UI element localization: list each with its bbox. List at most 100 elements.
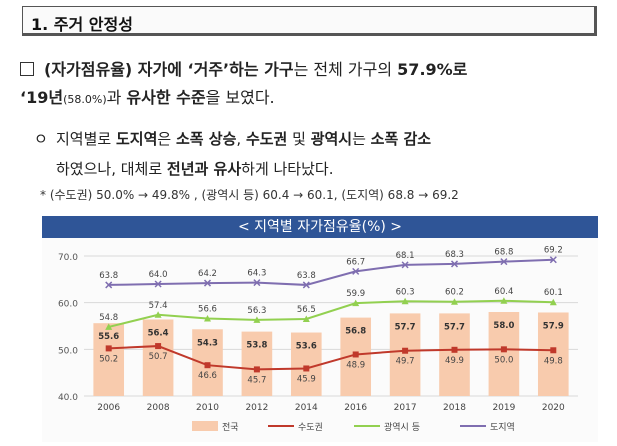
line-data-label: 50.7 [149, 352, 168, 362]
x-tick-label: 2018 [443, 403, 466, 413]
p1-rate: 57.9%로 [397, 60, 468, 79]
p1-similar: 유사한 수준 [126, 88, 206, 107]
series-point [500, 297, 508, 304]
legend-label: 도지역 [490, 422, 515, 433]
bar-data-label: 55.6 [98, 332, 119, 342]
series-point [352, 299, 360, 307]
series-point [154, 280, 162, 288]
p2-text5: 는 [352, 130, 371, 148]
series-line [108, 258, 554, 286]
x-tick-label: 2016 [344, 403, 367, 413]
bar-data-label: 58.0 [493, 321, 514, 331]
series-point [302, 281, 310, 289]
line-data-label: 64.0 [149, 270, 168, 280]
p2-text7: 하게 나타났다. [241, 160, 334, 178]
series-point [352, 351, 359, 358]
section-header-box: 1. 주거 안정성 [22, 6, 597, 36]
line-data-label: 50.2 [99, 354, 118, 364]
line-data-label: 49.8 [544, 356, 563, 366]
y-tick-label: 40.0 [58, 393, 78, 403]
p1-text3: 을 보였다. [205, 88, 275, 107]
y-tick-label: 50.0 [58, 346, 78, 356]
p1-subject: 자가에 ‘거주’하는 가구 [132, 60, 294, 79]
bar [241, 331, 273, 396]
p2-capital: 수도권 [245, 130, 288, 148]
series-point [451, 298, 458, 305]
series-point [401, 297, 409, 305]
series-point [105, 345, 112, 352]
line-data-label: 56.3 [247, 306, 266, 316]
line-data-label: 59.9 [346, 289, 365, 299]
line-data-label: 60.3 [396, 287, 415, 297]
bar [439, 313, 470, 396]
legend-label: 수도권 [298, 421, 323, 433]
x-tick-label: 2020 [542, 403, 565, 413]
line-data-label: 63.8 [99, 271, 118, 281]
line-data-label: 68.8 [494, 248, 513, 258]
line-data-label: 48.9 [346, 360, 365, 370]
line-data-label: 68.3 [445, 250, 464, 260]
chart-container: < 지역별 자가점유율(%) > 40.0 50.0 60.0 70.0 2006 200… [42, 216, 598, 442]
bar-data-label: 56.8 [345, 327, 366, 337]
bar-data-label: 53.6 [296, 342, 317, 352]
x-tick-label: 2014 [295, 403, 318, 413]
line-data-label: 56.5 [297, 305, 316, 315]
bar-data-label: 57.7 [395, 322, 416, 332]
bar-data-label: 53.8 [246, 341, 267, 351]
line-data-label: 66.7 [346, 257, 365, 267]
p1-text2: 과 [106, 88, 127, 107]
series-point [105, 281, 113, 289]
series-point [550, 347, 557, 354]
x-tick-label: 2017 [394, 403, 417, 413]
bar [93, 323, 125, 396]
footnote: * (수도권) 50.0% → 49.8% , (광역시 등) 60.4 → 6… [40, 188, 459, 202]
line-data-label: 56.6 [198, 305, 217, 315]
x-tick-label: 2012 [245, 403, 268, 413]
bar [290, 332, 322, 396]
circle-bullet-icon: ㅇ [34, 130, 48, 148]
series-point [352, 267, 360, 275]
legend-label: 광역시 등 [384, 421, 420, 433]
paragraph-regional: ㅇ 지역별로 도지역은 소폭 상승, 수도권 및 광역시는 소폭 감소 하였으나,… [34, 124, 609, 184]
line-data-label: 64.3 [247, 269, 266, 279]
p2-text6: 하였으나, 대체로 [56, 160, 167, 178]
series-point [105, 323, 113, 330]
p1-year: ‘19년 [20, 88, 64, 107]
bar-data-label: 57.7 [444, 322, 465, 332]
y-tick-label: 70.0 [58, 253, 78, 263]
line-data-label: 45.7 [247, 375, 266, 385]
series-point [154, 311, 162, 318]
square-bullet-icon [20, 62, 34, 76]
p2-decline: 소폭 감소 [370, 130, 432, 148]
y-tick-label: 60.0 [58, 300, 78, 310]
line-data-label: 64.2 [198, 269, 217, 279]
p2-text4: 및 [287, 130, 311, 148]
series-point [500, 346, 507, 353]
series-point [303, 365, 310, 372]
p1-text: 는 전체 가구의 [293, 60, 398, 79]
series-point [402, 347, 409, 354]
series-point [253, 279, 261, 287]
series-point [204, 362, 211, 369]
line-data-label: 54.8 [99, 313, 118, 323]
line-data-label: 63.8 [297, 271, 316, 281]
p2-text1: 지역별로 [56, 130, 116, 148]
paragraph-ownership-rate: (자가점유율) 자가에 ‘거주’하는 가구는 전체 가구의 57.9%로 ‘19… [20, 56, 610, 114]
p2-text3: , [236, 130, 246, 148]
line-data-label: 69.2 [544, 246, 563, 256]
x-tick-label: 2008 [147, 403, 170, 413]
series-point [155, 343, 162, 350]
series-point [204, 315, 211, 322]
p2-similar: 전년과 유사 [166, 160, 242, 178]
line-data-label: 46.6 [198, 371, 217, 381]
bar-data-label: 56.4 [148, 328, 169, 338]
bar [537, 312, 569, 396]
bar [488, 312, 520, 396]
line-data-label: 60.2 [445, 288, 464, 298]
series-point [549, 298, 557, 306]
series-point [450, 260, 459, 268]
p2-province: 도지역 [115, 130, 158, 148]
bar-data-label: 54.3 [197, 338, 218, 348]
legend-swatch [192, 421, 218, 431]
line-data-label: 60.4 [494, 287, 513, 297]
